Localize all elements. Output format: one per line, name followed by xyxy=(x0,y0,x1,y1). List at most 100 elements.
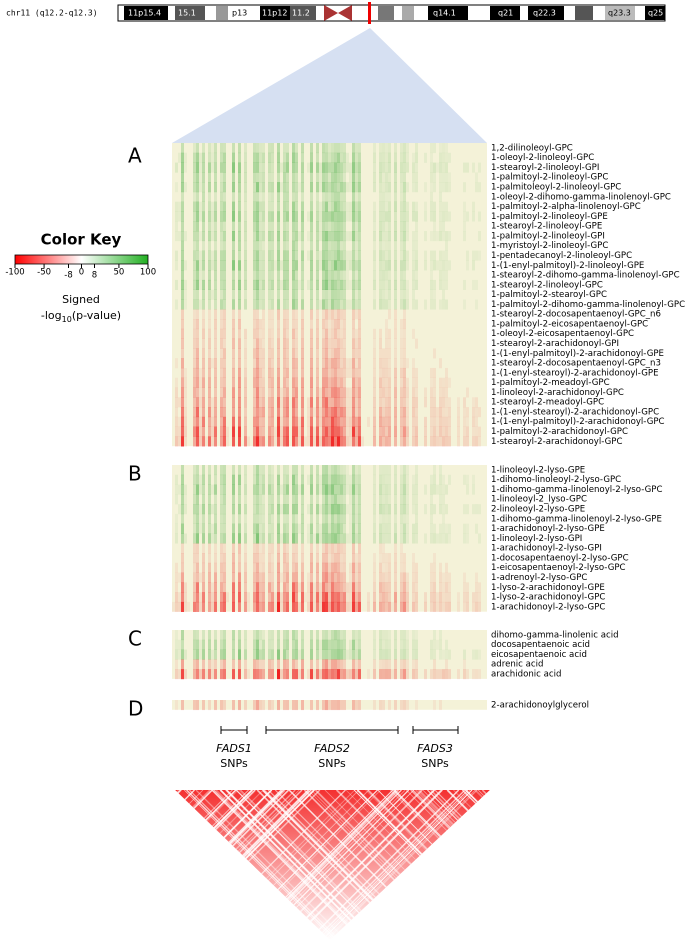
heat-cell xyxy=(205,436,208,447)
heat-cell xyxy=(433,143,436,154)
heat-cell xyxy=(313,601,316,612)
heat-cell xyxy=(193,533,196,544)
heat-cell xyxy=(286,338,289,349)
heat-cell xyxy=(382,397,385,408)
heat-cell xyxy=(325,553,328,564)
heat-cell xyxy=(271,630,274,641)
heat-cell xyxy=(343,630,346,641)
heat-cell xyxy=(277,387,280,398)
heat-cell xyxy=(256,182,259,193)
heat-cell xyxy=(373,639,376,650)
heat-cell xyxy=(325,260,328,271)
heat-cell xyxy=(385,630,388,641)
heat-cell xyxy=(403,250,406,261)
heat-cell xyxy=(346,426,349,437)
heat-cell xyxy=(295,494,298,505)
heat-cell xyxy=(382,162,385,173)
heat-cell xyxy=(346,367,349,379)
ld-line xyxy=(474,790,490,940)
heat-cell xyxy=(445,250,448,261)
heat-cell xyxy=(295,328,298,339)
heat-cell xyxy=(466,416,469,427)
heat-cell xyxy=(283,639,286,650)
heat-cell xyxy=(208,504,211,515)
heat-cell xyxy=(433,426,436,437)
heat-cell xyxy=(463,474,466,485)
heat-cell xyxy=(463,523,466,534)
heat-cell xyxy=(193,211,196,222)
heat-cell xyxy=(382,592,385,603)
heat-cell xyxy=(346,152,349,163)
heat-cell xyxy=(415,143,418,154)
heat-cell xyxy=(268,494,271,505)
heat-cell xyxy=(403,572,406,583)
heat-cell xyxy=(442,162,445,173)
heat-cell xyxy=(193,367,196,379)
heat-cell xyxy=(310,250,313,261)
heat-cell xyxy=(253,319,256,330)
heat-cell xyxy=(322,572,325,583)
heat-cell xyxy=(193,231,196,242)
heat-cell xyxy=(355,407,358,418)
heat-cell xyxy=(196,601,199,612)
heat-cell xyxy=(430,231,433,242)
heat-cell xyxy=(394,436,397,447)
heat-cell xyxy=(232,465,235,476)
heat-cell xyxy=(463,279,466,290)
heat-cell xyxy=(292,669,295,680)
heat-cell xyxy=(175,523,178,534)
heat-cell xyxy=(316,562,319,573)
heat-cell xyxy=(352,562,355,573)
heat-cell xyxy=(322,143,325,154)
heat-cell xyxy=(184,260,187,271)
heat-cell xyxy=(394,309,397,320)
heat-cell xyxy=(262,669,265,680)
heat-cell xyxy=(331,211,334,222)
heat-cell xyxy=(244,582,247,593)
heat-cell xyxy=(199,649,202,660)
heat-cell xyxy=(403,182,406,193)
heat-cell xyxy=(352,319,355,330)
key-tick-label: 100 xyxy=(140,268,156,278)
heat-cell xyxy=(181,543,184,554)
heat-cell xyxy=(349,172,352,183)
heat-cell xyxy=(325,639,328,650)
heat-cell xyxy=(277,504,280,515)
heat-cell xyxy=(316,338,319,349)
heat-cell xyxy=(256,407,259,418)
heat-cell xyxy=(244,592,247,603)
heat-cell xyxy=(292,504,295,515)
heat-cell xyxy=(268,639,271,650)
heat-cell xyxy=(388,630,391,641)
heat-cell xyxy=(253,397,256,408)
heat-cell xyxy=(244,201,247,212)
heat-cell xyxy=(175,397,178,408)
heat-cell xyxy=(352,231,355,242)
heat-cell xyxy=(463,211,466,222)
heat-cell xyxy=(352,592,355,603)
heat-cell xyxy=(400,162,403,173)
heat-cell xyxy=(412,231,415,242)
heat-cell xyxy=(385,639,388,650)
heat-cell xyxy=(277,407,280,418)
heat-cell xyxy=(310,231,313,242)
heat-cell xyxy=(358,601,361,612)
heat-cell xyxy=(379,533,382,544)
heat-cell xyxy=(403,494,406,505)
heat-cell xyxy=(244,377,247,388)
heat-cell xyxy=(307,162,310,173)
panel-label: D xyxy=(128,697,143,721)
heat-cell xyxy=(400,191,403,202)
heat-cell xyxy=(175,279,178,290)
heat-cell xyxy=(196,231,199,242)
heat-cell xyxy=(316,465,319,476)
heat-cell xyxy=(334,553,337,564)
heat-cell xyxy=(223,426,226,437)
ld-line xyxy=(175,790,233,940)
heat-cell xyxy=(271,513,274,524)
heat-cell xyxy=(391,669,394,680)
heat-cell xyxy=(400,279,403,290)
heat-cell xyxy=(412,201,415,212)
row-label: 1-stearoyl-2-docosapentaenoyl-GPC_n6 xyxy=(491,310,661,320)
heat-cell xyxy=(430,669,433,680)
